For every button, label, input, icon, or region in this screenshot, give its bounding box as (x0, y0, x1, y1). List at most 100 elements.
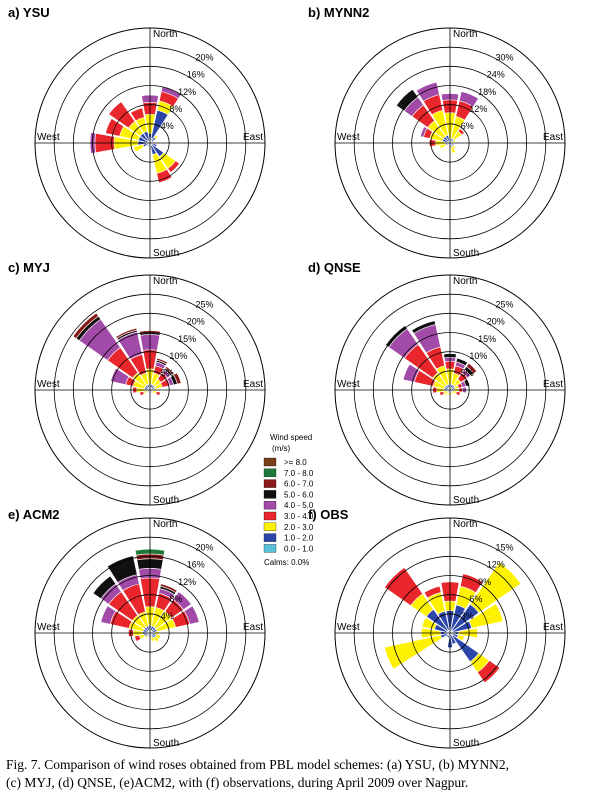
north-label: North (453, 29, 477, 40)
legend-label: 3.0 - 4.0 (284, 512, 314, 521)
ring-label: 8% (169, 594, 182, 604)
figure-caption: Fig. 7. Comparison of wind roses obtaine… (6, 756, 592, 792)
ring-label: 20% (487, 317, 505, 327)
east-label: East (243, 379, 263, 390)
wind-rose-panel: 5% 10% 15% 20% 25% North South East West c) MYJ (8, 260, 266, 506)
legend-label: >= 8.0 (284, 458, 307, 467)
west-label: West (37, 132, 60, 143)
wind-speed-legend: Wind speed (m/s) >= 8.0 7.0 - 8.0 6.0 - 7.05… (263, 433, 314, 567)
wind-rose-petal-segment (173, 372, 182, 385)
legend-swatch (263, 468, 277, 477)
north-label: North (453, 519, 477, 530)
ring-label: 12% (178, 577, 196, 587)
ring-label: 25% (496, 300, 514, 310)
legend-title: Wind speed (270, 433, 312, 442)
wind-rose-petal-segment (458, 91, 479, 108)
wind-rose-petal-segment (92, 575, 117, 600)
south-label: South (453, 248, 479, 259)
ring-label: 4% (161, 611, 174, 621)
wind-rose-petal-segment (439, 143, 447, 150)
west-label: West (337, 622, 360, 633)
wind-rose-petal-segment (420, 126, 428, 138)
north-label: North (153, 276, 177, 287)
wind-rose-petal-segment (156, 357, 168, 365)
wind-rose-petal-segment (455, 357, 468, 367)
legend-swatch (263, 544, 277, 553)
wind-rose-petal-segment (154, 633, 162, 640)
wind-rose-petal-segment (421, 617, 437, 630)
north-label: North (453, 276, 477, 287)
ring-label: 5% (461, 368, 474, 378)
wind-rose-petal-segment (150, 635, 156, 642)
wind-rose-petal-segment (106, 555, 138, 583)
ring-label: 15% (178, 334, 196, 344)
wind-rose-petal-segment (72, 312, 99, 339)
west-label: West (37, 622, 60, 633)
wind-rose-panel: 4% 8% 12% 16% 20% North South East West a) YSU (8, 5, 266, 259)
east-label: East (243, 622, 263, 633)
wind-rose-petal-segment (439, 391, 445, 397)
wind-rose-petal-segment (468, 603, 504, 629)
ring-label: 16% (187, 560, 205, 570)
wind-rose-panel: 5% 10% 15% 20% 25% North South East West d) QNSE (308, 260, 566, 506)
wind-rose-petal-segment (151, 391, 155, 395)
legend-swatch (263, 457, 277, 467)
east-label: East (543, 379, 563, 390)
ring-label: 24% (487, 70, 505, 80)
wind-rose-petal-segment (384, 634, 443, 670)
wind-rose-petal-segment (159, 583, 178, 594)
ring-label: 9% (478, 577, 491, 587)
west-label: West (337, 379, 360, 390)
wind-rose-petal-segment (139, 391, 145, 397)
wind-rose-petal-segment (164, 365, 175, 376)
legend-calms: Calms: 0.0% (264, 558, 309, 567)
wind-rose-petal-segment (450, 146, 457, 154)
ring-label: 5% (161, 368, 174, 378)
legend-label: 2.0 - 3.0 (284, 523, 314, 532)
wind-rose-petal-segment (469, 561, 522, 614)
ring-label: 20% (196, 543, 214, 553)
ring-label: 12% (178, 87, 196, 97)
south-label: South (453, 495, 479, 506)
wind-rose-petal-segment (423, 585, 442, 599)
wind-rose-petal-segment (153, 636, 160, 643)
legend-swatch (263, 501, 277, 510)
panel-title: e) ACM2 (8, 507, 60, 522)
wind-rose-panel: 3% 6% 9% 12% 15% North South East West f) OBS (308, 507, 566, 749)
legend-swatch (263, 533, 277, 542)
ring-label: 10% (169, 351, 187, 361)
ring-label: 8% (169, 104, 182, 114)
wind-rose-petal-segment (395, 88, 419, 112)
wind-rose-petal-segment (402, 363, 420, 383)
wind-rose-petal-segment (110, 367, 130, 386)
ring-label: 4% (161, 121, 174, 131)
wind-rose-petal-segment (457, 128, 465, 136)
wind-rose-petal-segment (455, 391, 461, 397)
wind-rose-petal-segment (115, 327, 138, 339)
ring-label: 20% (187, 317, 205, 327)
legend-swatch (263, 522, 277, 531)
wind-rose-petal-segment (416, 81, 440, 102)
wind-rose-petal-segment (167, 160, 180, 173)
wind-rose-petal-segment (100, 605, 117, 625)
ring-label: 12% (487, 560, 505, 570)
wind-rose-petal-segment (108, 101, 136, 129)
wind-rose-petal-segment (476, 659, 501, 684)
legend-label: 4.0 - 5.0 (284, 501, 314, 510)
wind-rose-petal-segment (130, 107, 145, 122)
south-label: South (453, 738, 479, 749)
wind-rose-petal-segment (466, 362, 478, 374)
legend-swatch (263, 490, 277, 499)
north-label: North (153, 29, 177, 40)
east-label: East (543, 132, 563, 143)
south-label: South (153, 248, 179, 259)
wind-rose-petal-segment (450, 392, 454, 396)
wind-rose-petal-segment (172, 591, 192, 611)
ring-label: 3% (461, 611, 474, 621)
wind-rose-petal-segment (385, 325, 408, 348)
wind-rose-petal-segment (134, 635, 142, 642)
south-label: South (153, 738, 179, 749)
ring-label: 6% (469, 594, 482, 604)
caption-line-2: (c) MYJ, (d) QNSE, (e)ACM2, with (f) obs… (6, 775, 469, 790)
wind-rose-panel: 6% 12% 18% 24% 30% North South East West b) MYNN2 (308, 5, 566, 259)
